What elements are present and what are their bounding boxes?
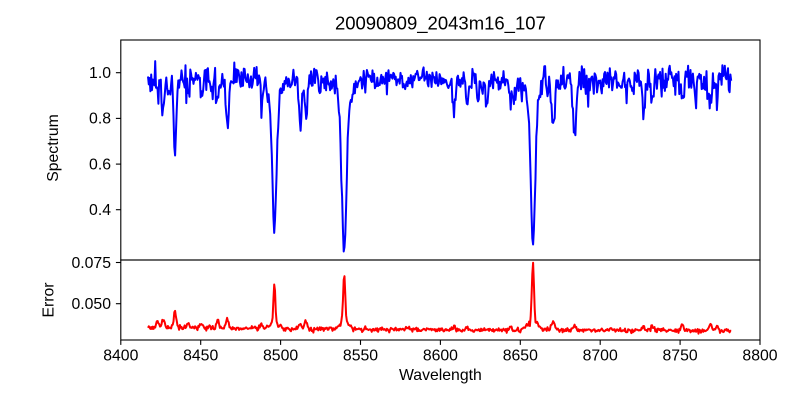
svg-text:20090809_2043m16_107: 20090809_2043m16_107 [335,13,546,35]
svg-text:0.075: 0.075 [71,255,111,272]
svg-text:8450: 8450 [183,348,218,365]
svg-text:0.6: 0.6 [89,156,111,173]
svg-text:8700: 8700 [583,348,618,365]
svg-text:8600: 8600 [423,348,458,365]
svg-text:8750: 8750 [663,348,698,365]
svg-text:Spectrum: Spectrum [45,114,62,182]
svg-text:8500: 8500 [263,348,298,365]
svg-text:0.050: 0.050 [71,296,111,313]
svg-text:8650: 8650 [503,348,538,365]
svg-text:0.8: 0.8 [89,111,111,128]
svg-text:0.4: 0.4 [89,202,111,219]
svg-text:Wavelength: Wavelength [399,367,482,384]
svg-text:8400: 8400 [103,348,138,365]
svg-text:8800: 8800 [742,348,777,365]
svg-text:1.0: 1.0 [89,65,111,82]
svg-text:8550: 8550 [343,348,378,365]
svg-text:Error: Error [41,282,58,317]
